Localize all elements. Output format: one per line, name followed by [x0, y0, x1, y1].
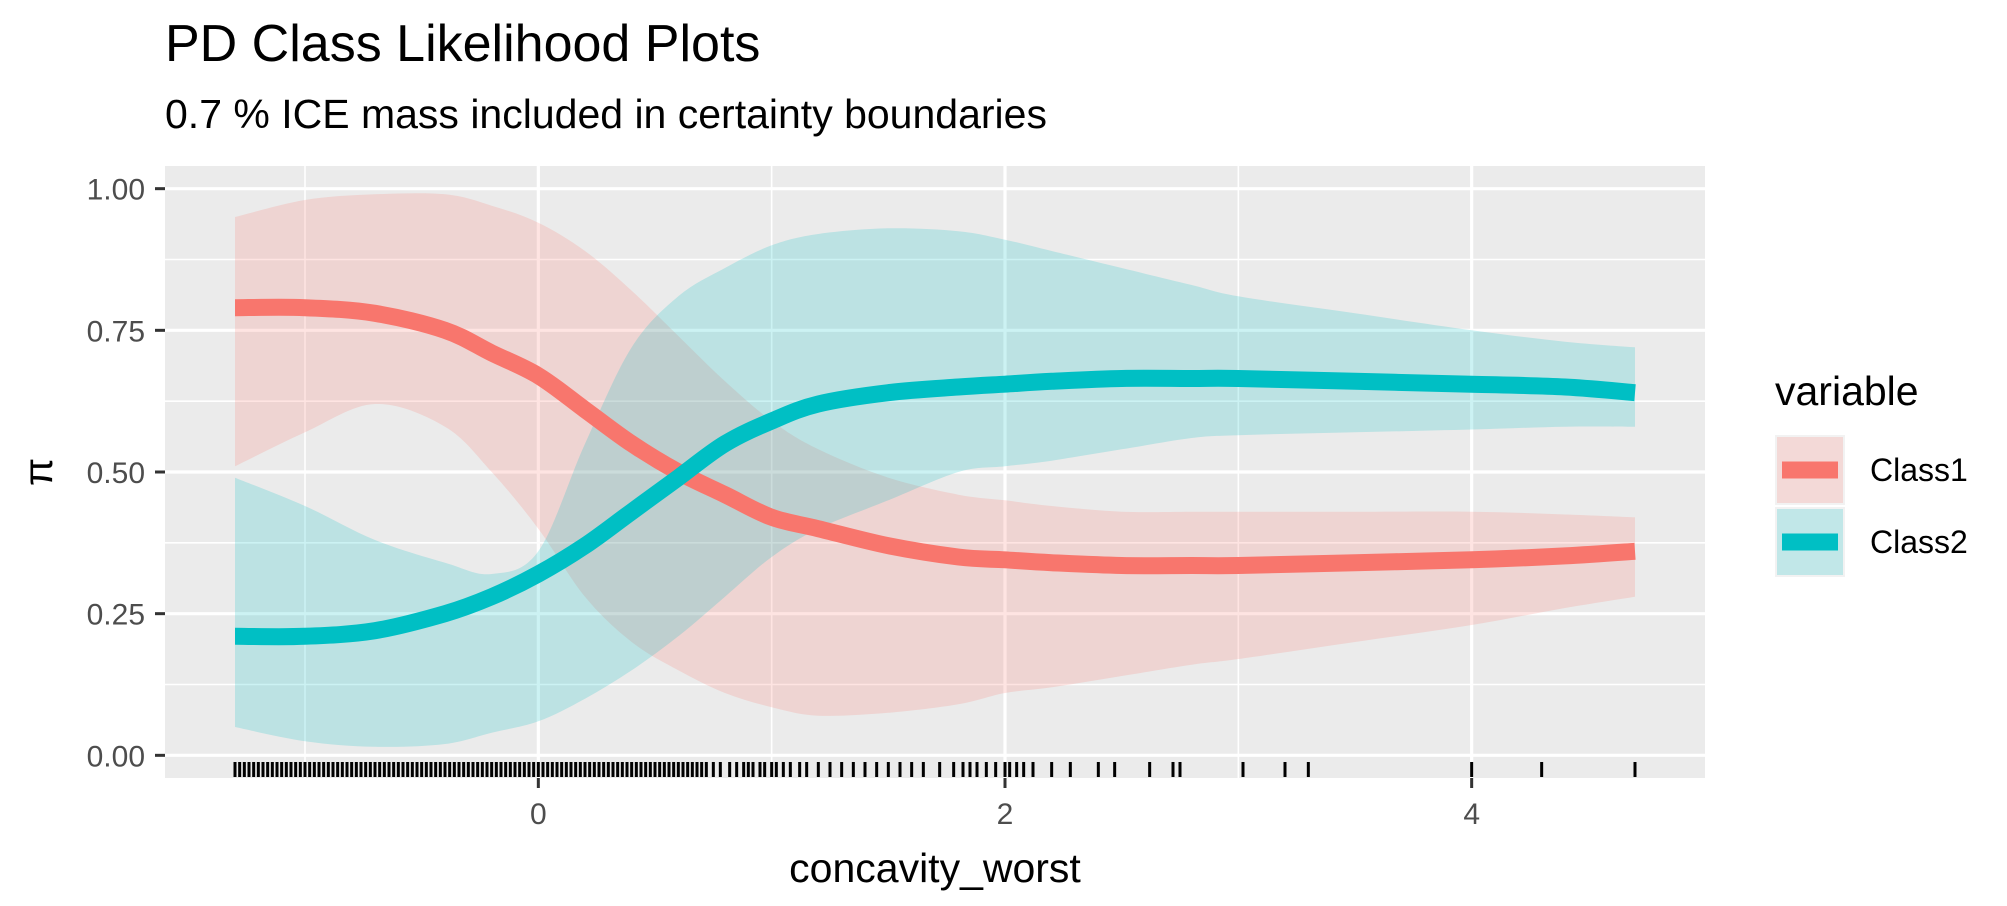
line-class2 [234, 369, 1636, 646]
line-class1 [234, 298, 1636, 575]
x-tick-label: 2 [997, 798, 1014, 831]
y-axis-title: π [15, 458, 61, 486]
x-tick-label: 4 [1463, 798, 1480, 831]
confidence-ribbons [235, 193, 1635, 747]
y-tick-label: 0.75 [87, 315, 145, 348]
ribbon-class2 [235, 228, 1635, 747]
y-tick-label: 0.50 [87, 457, 145, 490]
series-lines [234, 298, 1636, 646]
y-tick-label: 0.25 [87, 599, 145, 632]
y-tick-label: 0.00 [87, 740, 145, 773]
legend-label-class2: Class2 [1870, 524, 1968, 560]
legend-label-class1: Class1 [1870, 452, 1968, 488]
axes: 0 2 4 0.00 0.25 0.50 0.75 1.00 [87, 174, 1480, 831]
ribbon-class1 [235, 193, 1635, 716]
x-axis-title: concavity_worst [789, 845, 1081, 891]
y-tick-label: 1.00 [87, 174, 145, 207]
legend: variable Class1 Class2 [1775, 368, 1968, 577]
x-tick-label: 0 [530, 798, 547, 831]
minor-grid [165, 166, 1705, 778]
rug-marks [233, 762, 1637, 777]
legend-title: variable [1775, 368, 1919, 414]
chart-subtitle: 0.7 % ICE mass included in certainty bou… [165, 91, 1047, 137]
chart-title: PD Class Likelihood Plots [165, 15, 761, 73]
